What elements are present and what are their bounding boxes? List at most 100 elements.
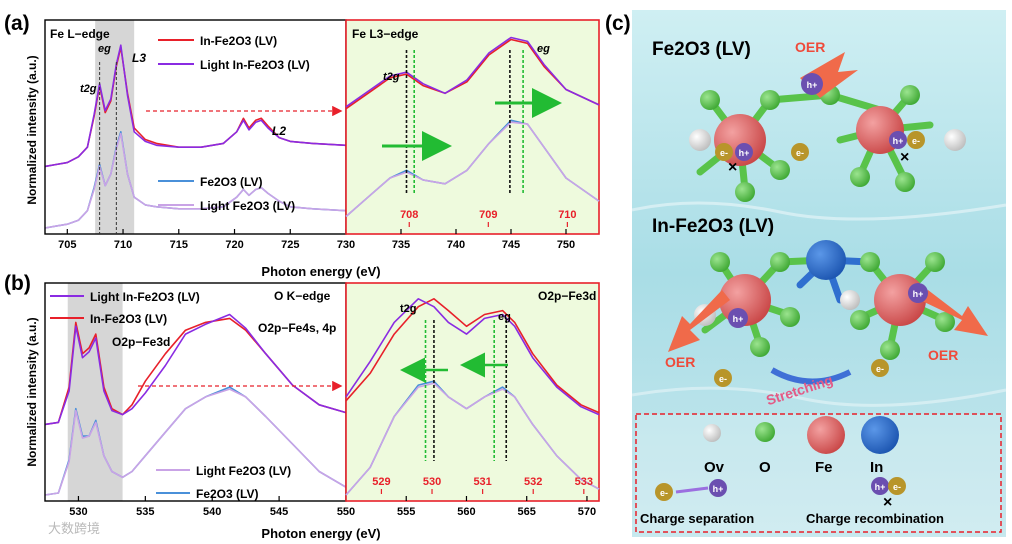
c-o-atom [700, 90, 720, 110]
c-electron-top: e- [791, 143, 809, 161]
a-inset-eg: eg [537, 43, 550, 55]
b-main-curves [44, 313, 347, 496]
c-hole-label: h+ [913, 289, 924, 299]
a-inset-title: Fe L3−edge [352, 27, 419, 41]
x-tick-label: 708 [400, 209, 418, 221]
c-hole-label: h+ [733, 314, 744, 324]
x-tick-label: 535 [136, 506, 154, 518]
c-x-mark: × [900, 149, 909, 166]
c-x-mark: × [883, 494, 892, 511]
c-o-atom [850, 167, 870, 187]
c-o-atom [925, 252, 945, 272]
b-annotation-fe3d: O2p−Fe3d [112, 335, 170, 349]
panel-label-c: (c) [605, 12, 631, 35]
x-tick-label: 715 [170, 239, 188, 251]
b-inset-frame [345, 282, 600, 502]
a-legend-in: In-Fe2O3 (LV) [200, 34, 277, 48]
x-tick-label: 540 [203, 506, 221, 518]
c-wave-1 [631, 201, 1007, 221]
b-inset-title: O2p−Fe3d [538, 289, 596, 303]
x-tick-label: 533 [575, 476, 593, 488]
a-main-curves [44, 44, 347, 229]
c-o-atom [770, 160, 790, 180]
c-legend-o-swatch [755, 422, 775, 442]
panel-c: Fe2O3 (LV) OER h+ e- h+ × e- h+ e- × In-… [631, 10, 1007, 537]
x-tick-label: 532 [524, 476, 542, 488]
x-tick-label: 710 [558, 209, 576, 221]
c-o-atom [710, 252, 730, 272]
c-structure-top [689, 52, 966, 202]
c-legend-charge-separation: Charge separation [640, 511, 754, 526]
c-hole-label: h+ [807, 80, 818, 90]
panel-label-b: (b) [4, 272, 31, 295]
b-inset-ticks: 555 560 565 570 529 530 531 532 533 [372, 476, 596, 518]
a-peak-l3: L3 [132, 51, 146, 65]
x-tick-label: 529 [372, 476, 390, 488]
c-o-atom [760, 90, 780, 110]
c-ov-atom [689, 129, 711, 151]
c-electron-label: e- [720, 148, 728, 158]
c-legend-in: In [870, 459, 883, 476]
b-inset-markers [424, 320, 508, 461]
c-electron-b1: e- [714, 369, 732, 387]
c-oer-top: OER [795, 39, 825, 55]
c-legend-in-swatch [861, 416, 899, 454]
c-legend-ov: Ov [704, 459, 725, 476]
c-in-atom [806, 240, 846, 280]
b-inset-curves [345, 298, 600, 496]
b-xlabel: Photon energy (eV) [261, 526, 380, 541]
c-electron-label: e- [796, 148, 804, 158]
x-tick-label: 720 [225, 239, 243, 251]
c-electron-label: e- [912, 136, 920, 146]
c-o-atom [735, 182, 755, 202]
c-structure-bottom [668, 240, 988, 385]
a-title: Fe L−edge [50, 27, 110, 41]
b-legend-fe: Fe2O3 (LV) [196, 487, 258, 501]
a-inset-markers [405, 50, 524, 194]
panel-a: 705 710 715 720 725 730 Fe L−edge t2g eg L3 L… [25, 19, 600, 279]
c-o-atom [780, 307, 800, 327]
watermark: 大数跨境 [48, 521, 100, 536]
x-tick-label: 745 [502, 239, 520, 251]
a-inset-ticks: 735 740 745 750 708 709 710 [392, 209, 577, 251]
b-main-ticks: 530 535 540 545 550 [69, 496, 355, 518]
c-legend-atoms: Ov O Fe In [703, 416, 899, 476]
series-line-3 [345, 121, 600, 218]
c-oer-arrow-left [668, 290, 730, 352]
c-hole-b1: h+ [728, 308, 748, 328]
c-o-atom [770, 252, 790, 272]
c-o-atom [900, 85, 920, 105]
c-wave-2 [631, 386, 1007, 407]
c-electron-label: e- [660, 488, 668, 498]
c-legend-recombination: h+ e- × Charge recombination [806, 477, 944, 526]
c-oer-arrow-right [920, 290, 988, 336]
panel-label-a: (a) [4, 12, 30, 35]
c-o-atom [880, 340, 900, 360]
a-main-ticks: 705 710 715 720 725 730 [58, 229, 355, 251]
a-legend-light-fe: Light Fe2O3 (LV) [200, 199, 295, 213]
a-highlight-band [95, 20, 135, 234]
c-pair-top-1: e- h+ × [715, 143, 753, 176]
series-line-1 [44, 44, 347, 168]
b-annotation-fe4s: O2p−Fe4s, 4p [258, 321, 336, 335]
a-legend-fe: Fe2O3 (LV) [200, 175, 262, 189]
b-highlight-band [67, 283, 123, 501]
a-xlabel: Photon energy (eV) [261, 264, 380, 279]
c-legend-separation: e- h+ Charge separation [640, 479, 754, 526]
c-stretch-arrow [770, 367, 852, 385]
c-x-mark: × [728, 159, 737, 176]
c-title-top: Fe2O3 (LV) [652, 39, 751, 60]
series-line-3 [345, 382, 600, 496]
x-tick-label: 530 [423, 476, 441, 488]
x-tick-label: 725 [281, 239, 299, 251]
c-hole-label: h+ [713, 484, 724, 494]
c-legend-fe-swatch [807, 416, 845, 454]
c-hole-label: h+ [739, 148, 750, 158]
series-line-1 [44, 313, 347, 426]
c-legend-charge-recombination: Charge recombination [806, 511, 944, 526]
panel-b: 530 535 540 545 550 O K−edge O2p−Fe3d O2p−Fe… [25, 282, 600, 541]
a-legend-light-in: Light In-Fe2O3 (LV) [200, 58, 310, 72]
c-title-bottom: In-Fe2O3 (LV) [652, 216, 774, 237]
c-o-atom [895, 172, 915, 192]
series-line-3 [44, 388, 347, 496]
